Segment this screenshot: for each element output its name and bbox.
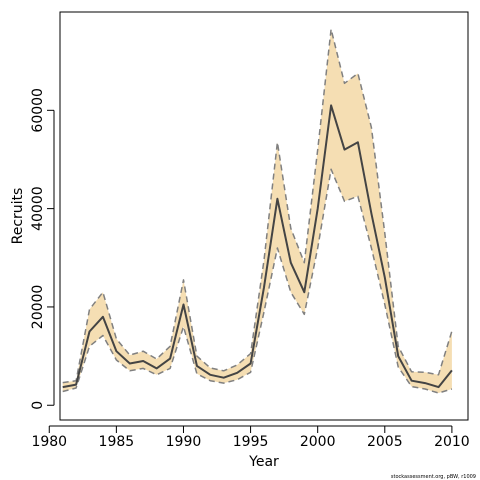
x-tick-label: 1980	[31, 434, 67, 450]
x-tick-label: 2000	[300, 434, 336, 450]
x-tick-label: 1990	[166, 434, 202, 450]
x-tick-label: 2010	[434, 434, 470, 450]
estimate-line	[62, 104, 453, 389]
x-tick-label: 1995	[233, 434, 269, 450]
y-tick-label: 20000	[30, 285, 46, 330]
y-tick-label: 0	[30, 401, 46, 410]
credit-text: stockassessment.org, pBW, r1009	[391, 474, 476, 480]
y-axis-label: Recruits	[10, 188, 26, 245]
confidence-band	[62, 29, 452, 393]
y-tick-label: 60000	[30, 88, 46, 133]
plot-area	[62, 28, 453, 394]
upper-bound-line	[62, 28, 453, 384]
x-tick-label: 2005	[367, 434, 403, 450]
y-tick-label: 40000	[30, 186, 46, 231]
y-axis: 0 20000 40000 60000	[30, 88, 55, 410]
plot-frame	[59, 11, 469, 421]
x-tick-label: 1985	[99, 434, 135, 450]
x-axis-label: Year	[248, 454, 279, 470]
x-axis: 1980 1985 1990 1995 2000 2005 2010	[31, 425, 470, 450]
lower-bound-line	[62, 168, 453, 394]
